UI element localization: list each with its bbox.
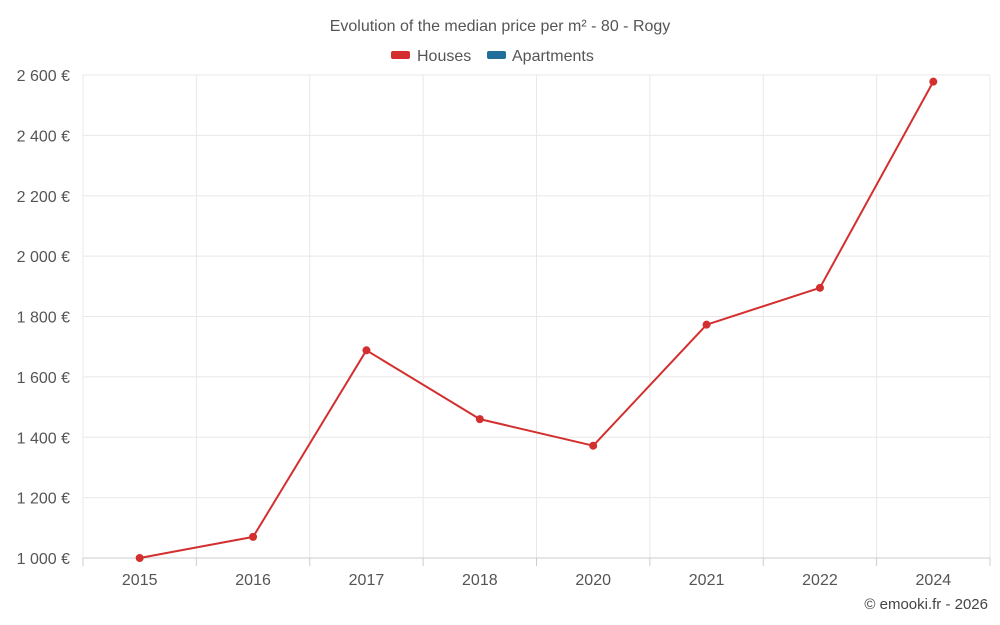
data-point[interactable] — [249, 532, 258, 541]
x-tick-label: 2016 — [235, 572, 271, 589]
x-tick-label: 2021 — [689, 572, 725, 589]
series-houses — [135, 77, 938, 562]
data-point[interactable] — [815, 283, 824, 292]
x-axis: 2015 2016 2017 2018 2020 2021 2022 2024 — [82, 557, 991, 589]
y-tick-label: 2 600 € — [17, 68, 70, 85]
x-tick-label: 2018 — [462, 572, 498, 589]
y-tick-label: 1 200 € — [17, 491, 70, 508]
y-axis: 1 000 € 1 200 € 1 400 € 1 600 € 1 800 € 2 000… — [17, 68, 70, 568]
chart-title: Evolution of the median price per m² - 8… — [330, 18, 671, 35]
data-point[interactable] — [135, 554, 144, 562]
legend-swatch-houses — [391, 51, 410, 59]
legend-label-apartments[interactable]: Apartments — [512, 48, 594, 65]
legend: Houses Apartments — [391, 48, 594, 65]
data-point[interactable] — [362, 346, 371, 355]
legend-swatch-apartments — [487, 51, 506, 59]
y-tick-label: 1 000 € — [17, 551, 70, 568]
y-tick-label: 2 000 € — [17, 249, 70, 266]
y-tick-label: 2 400 € — [17, 128, 70, 145]
x-tick-label: 2024 — [916, 572, 952, 589]
x-tick-label: 2015 — [122, 572, 158, 589]
x-tick-label: 2017 — [349, 572, 385, 589]
y-tick-label: 2 200 € — [17, 189, 70, 206]
series-line-houses — [139, 81, 935, 559]
data-point[interactable] — [475, 415, 484, 424]
y-tick-label: 1 800 € — [17, 310, 70, 327]
y-tick-label: 1 400 € — [17, 430, 70, 447]
data-point[interactable] — [929, 77, 938, 86]
grid — [82, 74, 991, 558]
data-point[interactable] — [702, 320, 711, 329]
x-tick-label: 2022 — [802, 572, 838, 589]
legend-label-houses[interactable]: Houses — [417, 48, 471, 65]
data-point[interactable] — [589, 441, 598, 450]
credit-text: © emooki.fr - 2026 — [864, 596, 988, 613]
x-tick-label: 2020 — [575, 572, 611, 589]
y-tick-label: 1 600 € — [17, 370, 70, 387]
